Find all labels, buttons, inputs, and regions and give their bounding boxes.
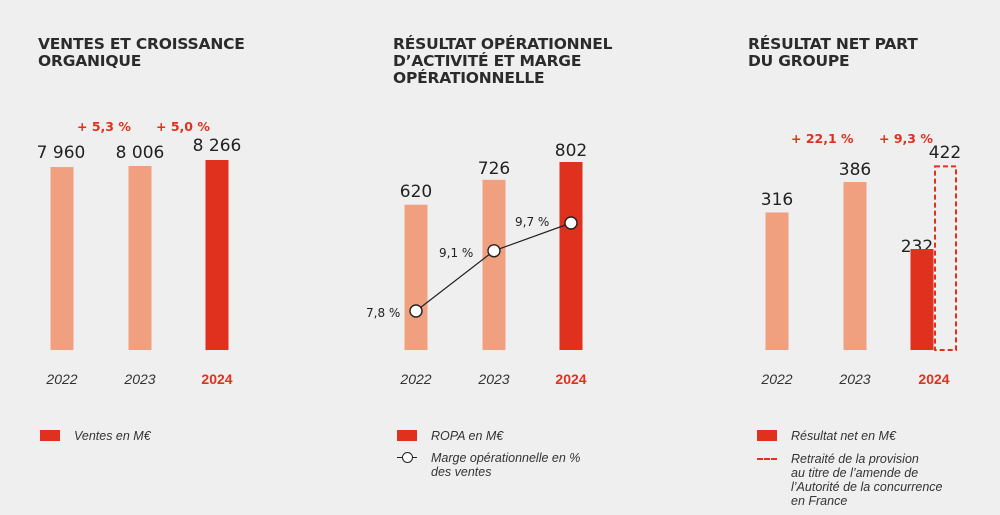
chart3-value-2022: 316 [760, 190, 794, 210]
chart1-year-2023: 2023 [124, 371, 156, 387]
legend-restated: Retraité de la provision au titre de l’a… [791, 452, 942, 508]
legend-margin: Marge opérationnelle en % des ventes [431, 451, 580, 479]
chart2-value-2024: 802 [554, 141, 588, 161]
legend-net: Résultat net en M€ [791, 429, 896, 443]
chart3-title-line2: DU GROUPE [748, 52, 850, 70]
chart2-bar-2024 [559, 162, 583, 350]
chart2-margin-2024: 9,7 % [515, 215, 550, 229]
chart1-title-line1: VENTES ET CROISSANCE [38, 35, 245, 53]
chart2-margin-point-2023 [487, 244, 501, 258]
chart3-restated-value: 422 [928, 143, 962, 163]
chart2-margin-point-2024 [564, 216, 578, 230]
chart1-year-2022: 2022 [46, 371, 78, 387]
chart2-title-line3: OPÉRATIONNELLE [393, 69, 545, 87]
chart3-bar-2023 [843, 182, 867, 350]
line-marker-icon [397, 451, 417, 463]
legend-swatch-net [757, 430, 777, 441]
chart1-title: VENTES ET CROISSANCE ORGANIQUE [38, 36, 245, 70]
legend-restated-line1: Retraité de la provision [791, 452, 919, 466]
chart1-year-2024: 2024 [201, 371, 233, 387]
chart3-year-2022: 2022 [761, 371, 793, 387]
chart1-growth-2024: + 5,0 % [156, 119, 210, 134]
legend-swatch-sales [40, 430, 60, 441]
chart2-title: RÉSULTAT OPÉRATIONNEL D’ACTIVITÉ ET MARG… [393, 36, 612, 87]
chart3-year-2024: 2024 [918, 371, 950, 387]
chart1-title-line2: ORGANIQUE [38, 52, 142, 70]
legend-sales: Ventes en M€ [74, 429, 151, 443]
chart3-title: RÉSULTAT NET PART DU GROUPE [748, 36, 918, 70]
legend-ropa: ROPA en M€ [431, 429, 504, 443]
chart2-year-2022: 2022 [400, 371, 432, 387]
chart2-bar-2022 [404, 204, 428, 350]
chart2-margin-2023: 9,1 % [439, 246, 474, 260]
chart2-margin-point-2022 [409, 304, 423, 318]
chart1-value-2023: 8 006 [115, 143, 165, 163]
legend-margin-line1: Marge opérationnelle en % [431, 451, 581, 465]
chart1-bar-2023 [128, 165, 152, 350]
chart3-year-2023: 2023 [839, 371, 871, 387]
chart2-legend-ropa: ROPA en M€ [397, 429, 503, 443]
chart2-legend-margin: Marge opérationnelle en % des ventes [397, 451, 580, 479]
chart2-margin-2022: 7,8 % [366, 306, 401, 320]
chart3-bar-restated-2024 [934, 165, 957, 351]
legend-restated-line2: au titre de l’amende de [791, 466, 919, 480]
chart1-value-2022: 7 960 [36, 143, 86, 163]
legend-restated-line3: l’Autorité de la concurrence [791, 480, 943, 494]
chart1-bar-2022 [50, 167, 74, 350]
legend-restated-line4: en France [791, 494, 848, 508]
chart3-value-2023: 386 [838, 160, 872, 180]
chart1-bar-2024 [205, 160, 229, 350]
chart2-bar-2023 [482, 179, 506, 350]
chart3-bar-2024 [910, 249, 934, 350]
legend-swatch-restated [757, 458, 777, 460]
chart2-year-2023: 2023 [478, 371, 510, 387]
chart3-title-line1: RÉSULTAT NET PART [748, 35, 918, 53]
chart3-legend-restated: Retraité de la provision au titre de l’a… [757, 452, 942, 508]
chart3-growth-2023: + 22,1 % [791, 131, 854, 146]
chart2-value-2022: 620 [399, 182, 433, 202]
chart1-legend: Ventes en M€ [40, 429, 151, 443]
chart2-year-2024: 2024 [555, 371, 587, 387]
legend-margin-line2: des ventes [431, 465, 492, 479]
chart1-growth-2023: + 5,3 % [77, 119, 131, 134]
chart3-bar-2022 [765, 212, 789, 350]
chart2-value-2023: 726 [477, 159, 511, 179]
chart3-growth-2024: + 9,3 % [879, 131, 933, 146]
chart2-title-line1: RÉSULTAT OPÉRATIONNEL [393, 35, 613, 53]
chart2-title-line2: D’ACTIVITÉ ET MARGE [393, 52, 582, 70]
chart3-legend-net: Résultat net en M€ [757, 429, 896, 443]
legend-swatch-ropa [397, 430, 417, 441]
chart1-value-2024: 8 266 [192, 136, 242, 156]
